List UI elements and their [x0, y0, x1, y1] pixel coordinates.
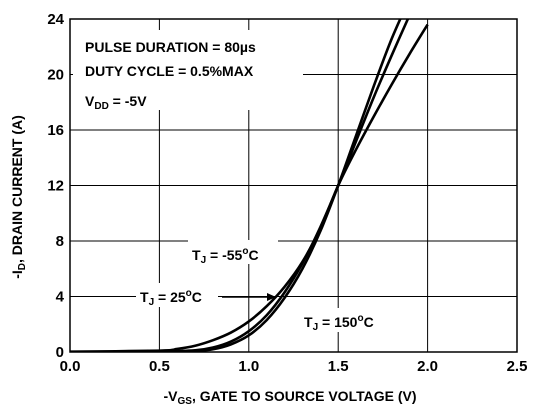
series-line-25	[70, 19, 410, 352]
y-tick-label: 4	[56, 289, 65, 306]
series-line-150	[70, 23, 429, 352]
x-tick-label: 2.5	[507, 358, 528, 375]
series-label-150: TJ = 150oC	[304, 313, 374, 333]
annotation-vdd: VDD = -5V	[85, 93, 147, 112]
x-tick-label: 2.0	[417, 358, 438, 375]
series-label-minus55: TJ = -55oC	[192, 246, 259, 266]
y-tick-label: 8	[56, 233, 64, 250]
y-tick-label: 24	[47, 11, 64, 28]
annotation-duty: DUTY CYCLE = 0.5%MAX	[85, 63, 254, 79]
axis-ticks: 0.0 0.5 1.0 1.5 2.0 2.5 0 4 8 12 16 20 24	[47, 11, 527, 375]
y-tick-label: 16	[47, 122, 64, 139]
x-tick-label: 1.0	[238, 358, 259, 375]
annotation-box	[73, 30, 303, 110]
label-bg-150	[300, 308, 392, 332]
y-tick-label: 12	[47, 178, 64, 195]
x-tick-label: 0.5	[149, 358, 170, 375]
plot-frame	[69, 18, 518, 353]
series-lines	[70, 19, 429, 352]
label-bg-minus55	[188, 240, 278, 264]
x-tick-label: 0.0	[60, 358, 81, 375]
y-tick-label: 0	[56, 344, 64, 361]
y-axis-label: -ID, DRAIN CURRENT (A)	[9, 115, 28, 279]
leader-arrow-25	[267, 293, 276, 301]
x-tick-label: 1.5	[328, 358, 349, 375]
x-axis-label: -VGS, GATE TO SOURCE VOLTAGE (V)	[164, 388, 417, 406]
series-label-25: TJ = 25oC	[140, 288, 202, 308]
label-bg-25	[136, 283, 218, 307]
y-tick-label: 20	[47, 67, 64, 84]
annotation-pulse: PULSE DURATION = 80µs	[85, 39, 256, 55]
